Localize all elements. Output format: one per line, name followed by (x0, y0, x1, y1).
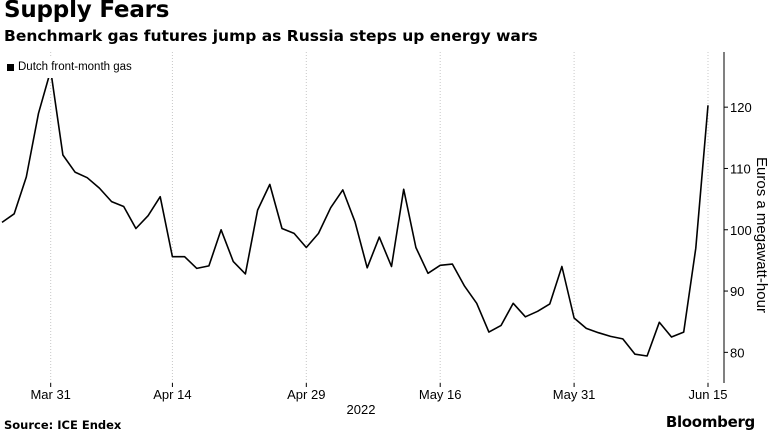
data-point (342, 189, 344, 191)
data-point (184, 256, 186, 258)
data-point (549, 303, 551, 305)
y-axis-title: Euros a megawatt-hour (753, 157, 770, 313)
y-tick-label: 120 (730, 100, 752, 115)
data-point (220, 229, 222, 231)
data-point (378, 236, 380, 238)
data-point (671, 336, 673, 338)
data-point (123, 206, 125, 208)
data-point (62, 154, 64, 156)
data-point (439, 264, 441, 266)
data-point (403, 188, 405, 190)
data-point (171, 256, 173, 258)
data-point (257, 209, 259, 211)
chart-subtitle: Benchmark gas futures jump as Russia ste… (4, 27, 538, 45)
data-point (208, 265, 210, 267)
series-line-dutch-front-month-gas (1, 69, 709, 357)
data-point (232, 261, 234, 263)
data-point (1, 221, 3, 223)
x-tick-label: Jun 15 (688, 387, 727, 402)
gridlines (50, 52, 709, 383)
data-point (561, 266, 563, 268)
bloomberg-logo: Bloomberg (665, 413, 755, 431)
data-point (658, 321, 660, 323)
data-point (427, 272, 429, 274)
data-point (25, 176, 27, 178)
data-point (330, 207, 332, 209)
data-point (38, 112, 40, 114)
legend-swatch (7, 63, 14, 71)
data-point (573, 317, 575, 319)
data-point (512, 302, 514, 304)
data-point (476, 302, 478, 304)
data-point (634, 353, 636, 355)
x-tick-label: May 31 (553, 387, 596, 402)
y-tick-label: 110 (730, 161, 751, 176)
x-tick-label: May 16 (419, 387, 462, 402)
series-layer (1, 69, 709, 357)
data-point (86, 177, 88, 179)
data-point (269, 183, 271, 185)
data-point (695, 247, 697, 249)
data-point (610, 335, 612, 337)
data-point (111, 201, 113, 203)
x-axis: Mar 31 Apr 14 Apr 29 May 16 May 31 Jun 15 (30, 383, 728, 402)
data-point (537, 310, 539, 312)
legend-label: Dutch front-month gas (18, 61, 132, 73)
data-point (244, 273, 246, 275)
data-point (500, 324, 502, 326)
x-tick-label: Apr 14 (153, 387, 191, 402)
data-point (488, 331, 490, 333)
data-point (159, 196, 161, 198)
legend: Dutch front-month gas (2, 56, 138, 78)
data-point (135, 228, 137, 230)
chart-title: Supply Fears (4, 0, 170, 23)
data-point (293, 232, 295, 234)
source-note: Source: ICE Endex (4, 418, 122, 432)
data-point (707, 104, 709, 106)
data-point (98, 187, 100, 189)
data-point (391, 266, 393, 268)
data-point (305, 247, 307, 249)
x-tick-label: Apr 29 (287, 387, 325, 402)
data-point (196, 267, 198, 269)
data-point (464, 285, 466, 287)
data-point (524, 316, 526, 318)
data-point (597, 332, 599, 334)
x-axis-year-label: 2022 (347, 402, 376, 417)
x-tick-label: Mar 31 (30, 387, 70, 402)
data-point (585, 327, 587, 329)
data-point (451, 263, 453, 265)
data-point (354, 221, 356, 223)
y-tick-label: 80 (730, 345, 744, 360)
data-point (74, 171, 76, 173)
data-point (683, 331, 685, 333)
data-point (415, 247, 417, 249)
y-axis: 80 90 100 110 120 (723, 52, 752, 383)
data-point (646, 355, 648, 357)
data-point (318, 232, 320, 234)
y-tick-label: 100 (730, 223, 752, 238)
y-tick-label: 90 (730, 284, 744, 299)
data-point (281, 228, 283, 230)
data-point (147, 215, 149, 217)
data-point (622, 338, 624, 340)
data-point (13, 213, 15, 215)
data-point (366, 267, 368, 269)
